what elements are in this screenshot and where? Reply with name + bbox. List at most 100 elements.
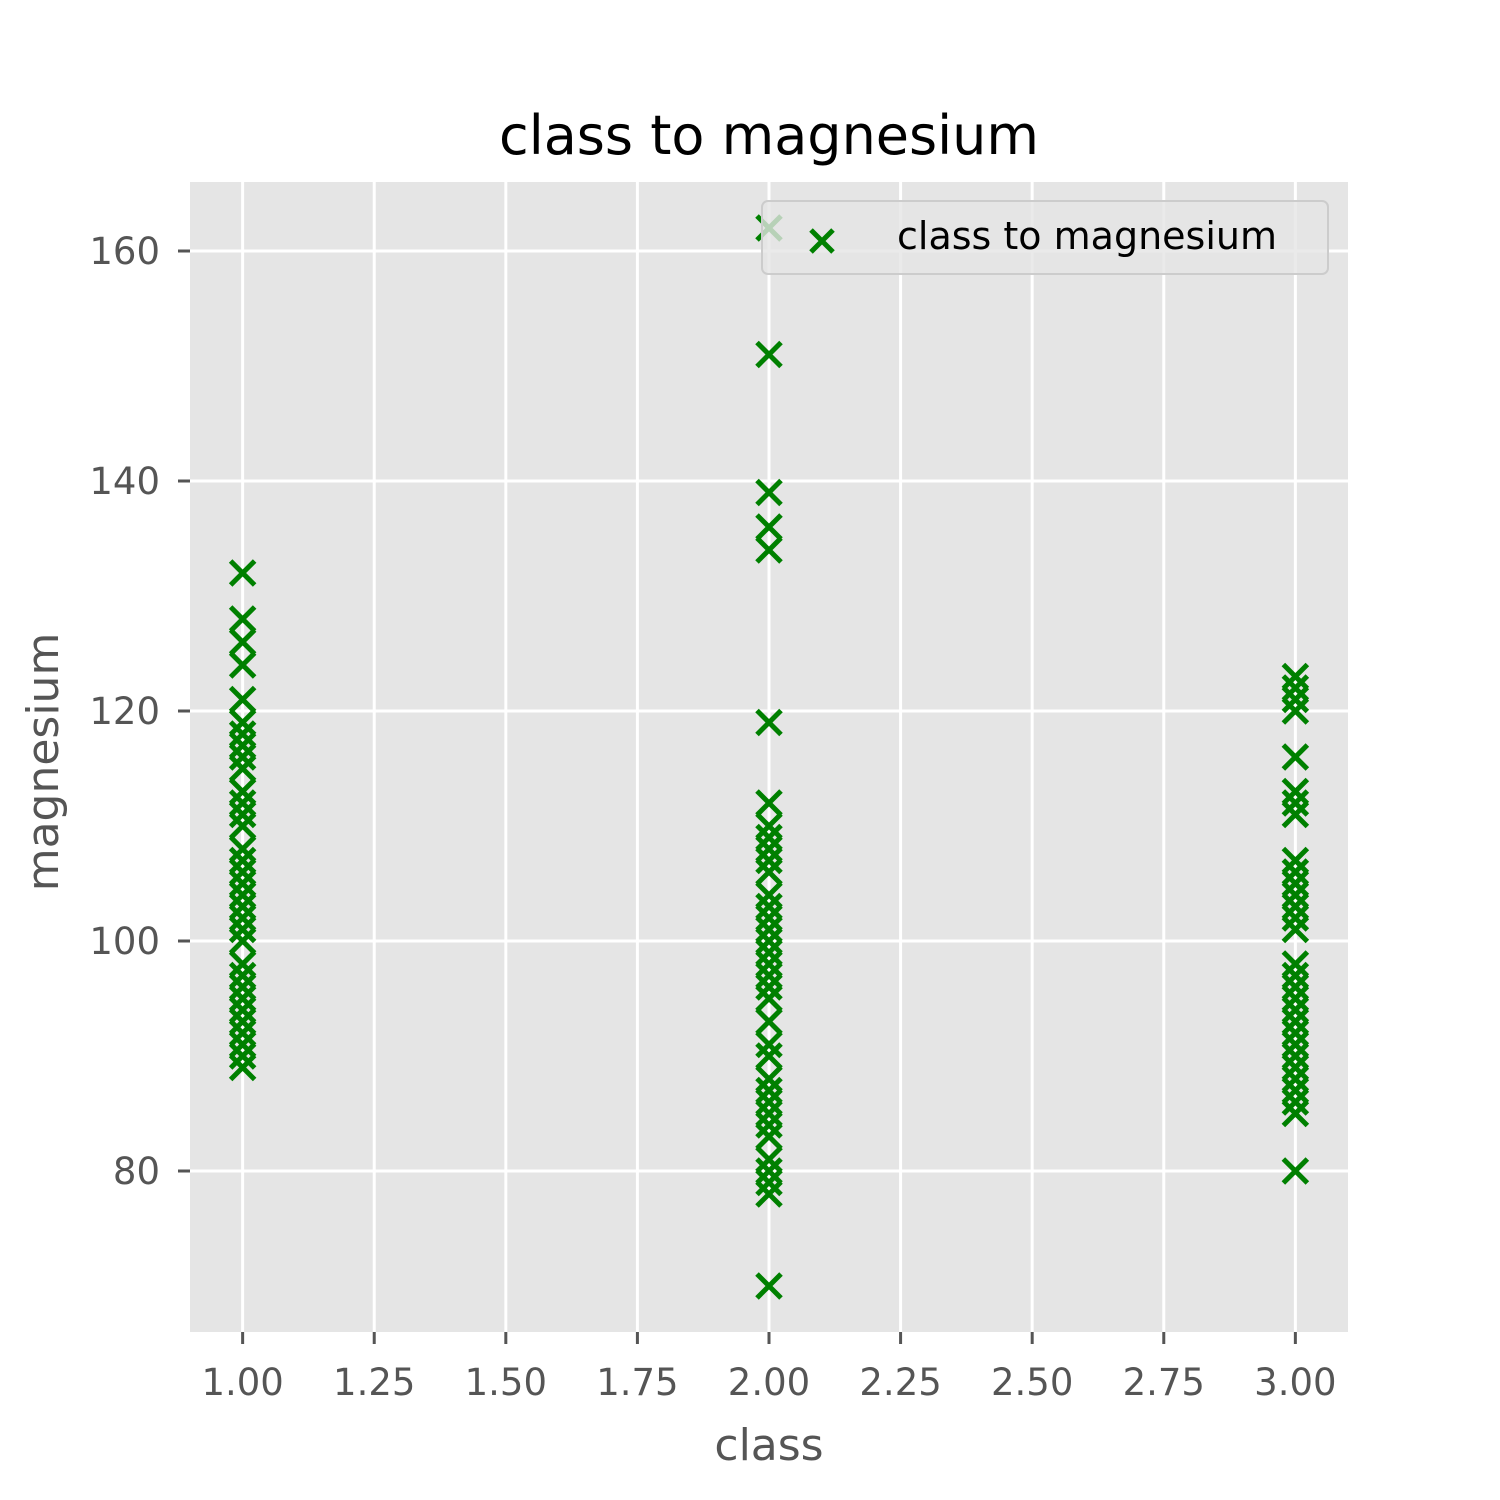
data-point [1281, 697, 1310, 725]
x-tick-label: 1.25 [333, 1361, 415, 1404]
data-point [755, 1168, 783, 1197]
data-point [755, 1111, 783, 1139]
data-point [228, 720, 257, 748]
data-point [228, 605, 257, 633]
data-point [228, 789, 257, 817]
data-point [228, 835, 257, 863]
data-point [228, 628, 257, 656]
data-point [755, 1065, 783, 1093]
legend-label: class to magnesium [897, 214, 1277, 258]
y-tick-label: 120 [89, 690, 160, 733]
data-point [1281, 777, 1310, 806]
data-point [755, 513, 783, 541]
data-point [1281, 1099, 1310, 1128]
data-point [755, 892, 783, 921]
data-point [1281, 973, 1310, 1001]
data-point [1281, 996, 1310, 1024]
data-point [1281, 800, 1310, 829]
data-point [755, 789, 783, 817]
data-point [755, 1088, 783, 1116]
data-point [755, 950, 783, 978]
x-gridlines [241, 182, 1297, 1332]
data-point [228, 950, 257, 978]
data-point [228, 685, 257, 714]
y-axis-label: magnesium [18, 633, 69, 892]
data-point [755, 1099, 783, 1128]
data-point [1281, 846, 1310, 875]
data-point [1281, 1076, 1310, 1105]
data-point [755, 904, 783, 932]
data-point [755, 823, 783, 852]
data-point [1281, 743, 1310, 771]
data-point [228, 846, 257, 875]
data-point [755, 708, 783, 737]
data-point [1281, 1030, 1310, 1059]
data-point [1281, 869, 1310, 898]
data-point [1281, 858, 1310, 886]
data-point [228, 881, 257, 909]
data-point [755, 536, 783, 564]
data-point [755, 973, 783, 1001]
data-point [228, 915, 257, 944]
data-point [1281, 674, 1310, 702]
data-point [228, 754, 257, 783]
data-point [1281, 904, 1310, 932]
data-point [228, 927, 257, 955]
data-point [228, 892, 257, 921]
data-point [755, 340, 783, 369]
data-point [1281, 1019, 1310, 1047]
data-point [1281, 892, 1310, 921]
data-point [755, 1076, 783, 1105]
data-point [755, 1157, 783, 1185]
data-point [755, 1030, 783, 1059]
legend: class to magnesium [761, 200, 1329, 275]
x-tick-label: 1.75 [596, 1361, 678, 1404]
data-point [228, 869, 257, 898]
data-point [755, 1122, 783, 1151]
data-point [1281, 1042, 1310, 1070]
data-point [228, 812, 257, 840]
data-point [755, 927, 783, 955]
data-point [228, 559, 257, 587]
data-point [228, 961, 257, 990]
data-point [228, 708, 257, 737]
data-point [755, 812, 783, 840]
data-point [1281, 662, 1310, 691]
x-tick-label: 2.75 [1123, 1361, 1205, 1404]
data-point [228, 973, 257, 1001]
data-point [1281, 1007, 1310, 1036]
data-point [228, 731, 257, 760]
data-point [1281, 915, 1310, 944]
data-point [228, 743, 257, 771]
data-point [1281, 984, 1310, 1013]
legend-marker-x-icon [809, 228, 835, 254]
data-point [228, 651, 257, 679]
data-point [228, 777, 257, 806]
data-point [755, 984, 783, 1013]
data-point [755, 1042, 783, 1070]
data-point [228, 1030, 257, 1059]
data-point [755, 938, 783, 967]
data-point [228, 996, 257, 1024]
y-tick-label: 140 [89, 460, 160, 503]
y-axis-ticks: 80 100 120 140 160 [89, 230, 190, 1193]
data-point [755, 881, 783, 909]
y-tick-label: 100 [89, 920, 160, 963]
data-point [1281, 685, 1310, 714]
chart-title: class to magnesium [499, 104, 1039, 167]
data-point [755, 1007, 783, 1036]
data-point [755, 835, 783, 863]
x-tick-label: 1.00 [201, 1361, 283, 1404]
x-tick-label: 2.50 [991, 1361, 1073, 1404]
data-point [755, 846, 783, 875]
data-points [228, 214, 1310, 1300]
data-point [1281, 1157, 1310, 1185]
data-point [755, 1180, 783, 1208]
data-point [228, 1053, 257, 1082]
x-axis-ticks: 1.00 1.25 1.50 1.75 2.00 2.25 2.50 2.75 3.00 [201, 1332, 1337, 1404]
x-tick-label: 2.00 [728, 1361, 810, 1404]
x-axis-label: class [714, 1420, 823, 1471]
data-point [755, 915, 783, 944]
data-point [228, 1007, 257, 1036]
